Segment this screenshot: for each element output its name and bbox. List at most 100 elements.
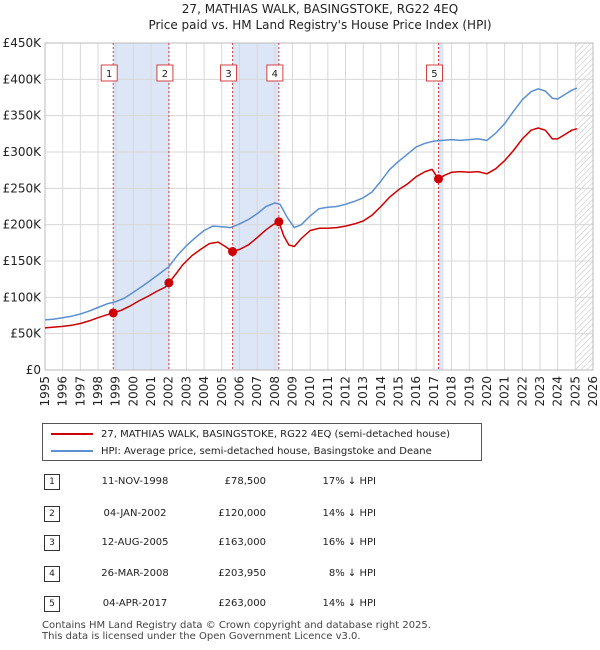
sale-hpi-diff: 14% ↓ HPI bbox=[322, 598, 376, 609]
sale-number-badge: 5 bbox=[44, 596, 60, 612]
sale-point bbox=[108, 308, 118, 318]
sale-hpi-diff: 8% ↓ HPI bbox=[328, 568, 376, 579]
sale-point bbox=[164, 278, 174, 288]
x-tick-label: 2025 bbox=[568, 376, 582, 407]
x-tick-label: 2006 bbox=[232, 376, 246, 407]
legend-item-hpi: HPI: Average price, semi-detached house,… bbox=[51, 444, 432, 460]
sale-label-box bbox=[266, 64, 284, 82]
table-row: 1 11-NOV-1998 £78,500 17% ↓ HPI bbox=[40, 472, 460, 492]
table-row: 3 12-AUG-2005 £163,000 16% ↓ HPI bbox=[40, 533, 460, 553]
x-tick-label: 2010 bbox=[303, 376, 317, 407]
y-tick-label: £100K bbox=[3, 290, 43, 304]
x-tick-label: 1997 bbox=[73, 376, 87, 407]
sale-price: £163,000 bbox=[218, 537, 266, 548]
y-tick-label: £200K bbox=[3, 218, 43, 232]
plot-frame bbox=[44, 42, 594, 371]
sale-hpi-diff: 14% ↓ HPI bbox=[322, 508, 376, 519]
sale-price: £263,000 bbox=[218, 598, 266, 609]
y-tick-label: £300K bbox=[3, 145, 43, 159]
sale-number-badge: 2 bbox=[44, 506, 60, 522]
x-tick-label: 2003 bbox=[179, 376, 193, 407]
x-tick-label: 2009 bbox=[285, 376, 299, 407]
x-tick-label: 2002 bbox=[162, 376, 176, 407]
table-row: 4 26-MAR-2008 £203,950 8% ↓ HPI bbox=[40, 564, 460, 584]
y-tick-label: £150K bbox=[3, 254, 43, 268]
chart-legend: 27, MATHIAS WALK, BASINGSTOKE, RG22 4EQ … bbox=[42, 423, 482, 461]
price-chart: 27, MATHIAS WALK, BASINGSTOKE, RG22 4EQ … bbox=[3, 2, 600, 407]
sale-date: 26-MAR-2008 bbox=[101, 568, 169, 579]
x-tick-label: 2024 bbox=[551, 376, 565, 407]
x-tick-label: 2001 bbox=[144, 376, 158, 407]
sale-point bbox=[228, 247, 238, 257]
attribution-line-1: Contains HM Land Registry data © Crown c… bbox=[42, 620, 431, 631]
legend-item-property: 27, MATHIAS WALK, BASINGSTOKE, RG22 4EQ … bbox=[51, 427, 450, 443]
x-tick-label: 2020 bbox=[480, 376, 494, 407]
x-tick-label: 2004 bbox=[197, 376, 211, 407]
x-tick-label: 2019 bbox=[462, 376, 476, 407]
x-tick-label: 2023 bbox=[533, 376, 547, 407]
x-tick-label: 2000 bbox=[126, 376, 140, 407]
sale-label-box bbox=[220, 64, 238, 82]
y-tick-label: £250K bbox=[3, 181, 43, 195]
sale-label-box bbox=[425, 64, 443, 82]
sale-period-shade bbox=[113, 43, 169, 370]
x-tick-label: 2021 bbox=[498, 376, 512, 407]
sale-hpi-diff: 17% ↓ HPI bbox=[322, 476, 376, 487]
x-tick-label: 1998 bbox=[91, 376, 105, 407]
y-tick-label: £400K bbox=[3, 72, 43, 86]
y-tick-label: £450K bbox=[3, 36, 43, 50]
sale-point bbox=[433, 174, 443, 184]
sale-label-box bbox=[156, 64, 174, 82]
hpi-line bbox=[44, 87, 578, 321]
legend-swatch-hpi bbox=[51, 450, 93, 452]
sale-period-shade bbox=[232, 43, 279, 370]
x-tick-label: 1995 bbox=[38, 376, 52, 407]
sale-date: 04-APR-2017 bbox=[102, 598, 168, 609]
attribution-footer: Contains HM Land Registry data © Crown c… bbox=[42, 620, 431, 642]
y-tick-label: £350K bbox=[3, 109, 43, 123]
sale-number-badge: 1 bbox=[44, 474, 60, 490]
table-row: 2 04-JAN-2002 £120,000 14% ↓ HPI bbox=[40, 504, 460, 524]
sale-price: £203,950 bbox=[218, 568, 266, 579]
sale-label-number: 4 bbox=[272, 69, 278, 80]
x-tick-label: 2011 bbox=[321, 376, 335, 407]
attribution-line-2: This data is licensed under the Open Gov… bbox=[42, 631, 361, 642]
sale-label-number: 3 bbox=[225, 69, 231, 80]
sale-date: 04-JAN-2002 bbox=[103, 508, 167, 519]
x-tick-label: 1996 bbox=[56, 376, 70, 407]
sale-price: £78,500 bbox=[224, 476, 266, 487]
x-tick-label: 2018 bbox=[445, 376, 459, 407]
table-row: 5 04-APR-2017 £263,000 14% ↓ HPI bbox=[40, 594, 460, 614]
y-tick-label: £50K bbox=[10, 327, 42, 341]
x-tick-label: 1999 bbox=[109, 376, 123, 407]
chart-title: 27, MATHIAS WALK, BASINGSTOKE, RG22 4EQ bbox=[182, 2, 458, 16]
x-tick-label: 2026 bbox=[586, 376, 600, 407]
sale-label-number: 5 bbox=[431, 69, 437, 80]
sale-point bbox=[274, 217, 284, 227]
x-tick-label: 2015 bbox=[392, 376, 406, 407]
x-tick-label: 2012 bbox=[339, 376, 353, 407]
sale-date: 11-NOV-1998 bbox=[101, 476, 169, 487]
sale-hpi-diff: 16% ↓ HPI bbox=[322, 537, 376, 548]
chart-subtitle: Price paid vs. HM Land Registry's House … bbox=[148, 18, 491, 32]
x-tick-label: 2007 bbox=[250, 376, 264, 407]
x-tick-label: 2005 bbox=[215, 376, 229, 407]
forecast-hatch-region bbox=[575, 43, 593, 370]
sale-number-badge: 3 bbox=[44, 535, 60, 551]
legend-label-hpi: HPI: Average price, semi-detached house,… bbox=[101, 446, 432, 457]
legend-swatch-property bbox=[51, 433, 93, 435]
x-tick-label: 2022 bbox=[515, 376, 529, 407]
sale-date: 12-AUG-2005 bbox=[101, 537, 169, 548]
sale-number-badge: 4 bbox=[44, 566, 60, 582]
sale-period-shade bbox=[438, 43, 444, 370]
legend-label-property: 27, MATHIAS WALK, BASINGSTOKE, RG22 4EQ … bbox=[101, 429, 451, 440]
sale-price: £120,000 bbox=[218, 508, 266, 519]
sale-label-number: 1 bbox=[106, 69, 112, 80]
x-tick-label: 2014 bbox=[374, 376, 388, 407]
x-tick-label: 2013 bbox=[356, 376, 370, 407]
sale-label-number: 2 bbox=[162, 69, 168, 80]
property-price-line bbox=[44, 127, 578, 329]
y-tick-label: £0 bbox=[26, 363, 41, 377]
x-tick-label: 2016 bbox=[409, 376, 423, 407]
x-tick-label: 2017 bbox=[427, 376, 441, 407]
